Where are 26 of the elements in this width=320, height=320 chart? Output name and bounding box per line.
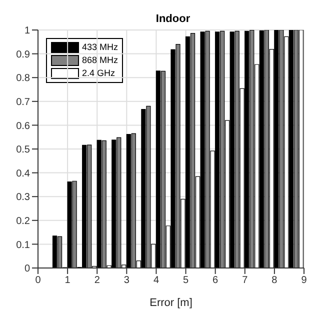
x-tick-label: 4 <box>153 275 160 286</box>
legend-label: 868 MHz <box>82 54 118 67</box>
x-tick-label: 9 <box>301 275 308 286</box>
x-axis-title: Error [m] <box>150 297 192 309</box>
x-tick-label: 3 <box>124 275 130 286</box>
y-tick-label: 0.5 <box>16 144 30 156</box>
y-tick-label: 0.2 <box>16 216 30 227</box>
x-tick-label: 6 <box>212 275 219 286</box>
legend-label: 2.4 GHz <box>82 67 116 80</box>
x-tick-label: 2 <box>94 275 100 286</box>
y-tick-label: 0.8 <box>16 73 30 84</box>
x-tick-label: 7 <box>242 275 248 286</box>
y-tick-label: 0.9 <box>16 49 30 60</box>
x-tick-label: 1 <box>64 275 71 286</box>
x-tick-label: 8 <box>272 275 278 286</box>
y-tick-label: 0.6 <box>16 120 30 132</box>
y-tick-label: 0.7 <box>16 96 30 108</box>
x-tick-label: 5 <box>182 275 189 286</box>
y-tick-label: 0.1 <box>16 240 30 251</box>
y-tick-label: 1 <box>24 26 30 37</box>
chart-title: Indoor <box>156 13 191 25</box>
y-tick-label: 0.3 <box>16 192 30 204</box>
legend-label: 433 MHz <box>82 41 118 54</box>
x-tick-label: 0 <box>35 275 42 286</box>
y-tick-label: 0.4 <box>16 168 30 180</box>
y-tick-label: 0 <box>24 264 30 275</box>
